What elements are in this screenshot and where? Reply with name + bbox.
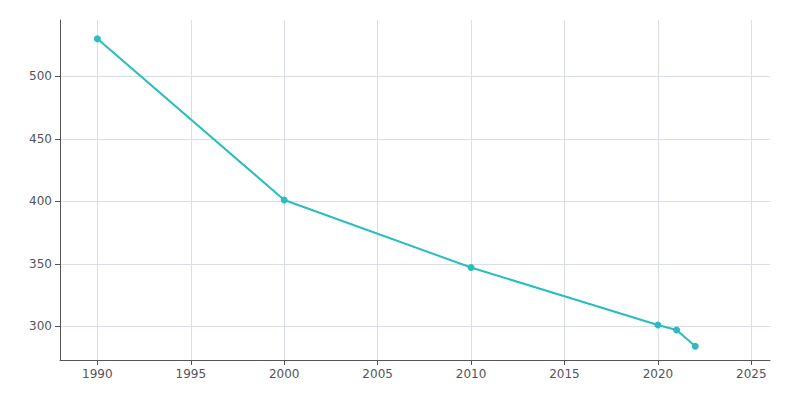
svg-text:1995: 1995: [176, 367, 207, 381]
svg-text:2015: 2015: [549, 367, 580, 381]
svg-text:300: 300: [29, 319, 52, 333]
svg-text:2010: 2010: [456, 367, 487, 381]
svg-text:2000: 2000: [269, 367, 300, 381]
svg-text:350: 350: [29, 257, 52, 271]
svg-text:1990: 1990: [82, 367, 113, 381]
svg-text:500: 500: [29, 69, 52, 83]
svg-text:2025: 2025: [736, 367, 767, 381]
svg-text:400: 400: [29, 194, 52, 208]
svg-text:450: 450: [29, 132, 52, 146]
svg-text:2005: 2005: [362, 367, 393, 381]
svg-text:2020: 2020: [643, 367, 674, 381]
